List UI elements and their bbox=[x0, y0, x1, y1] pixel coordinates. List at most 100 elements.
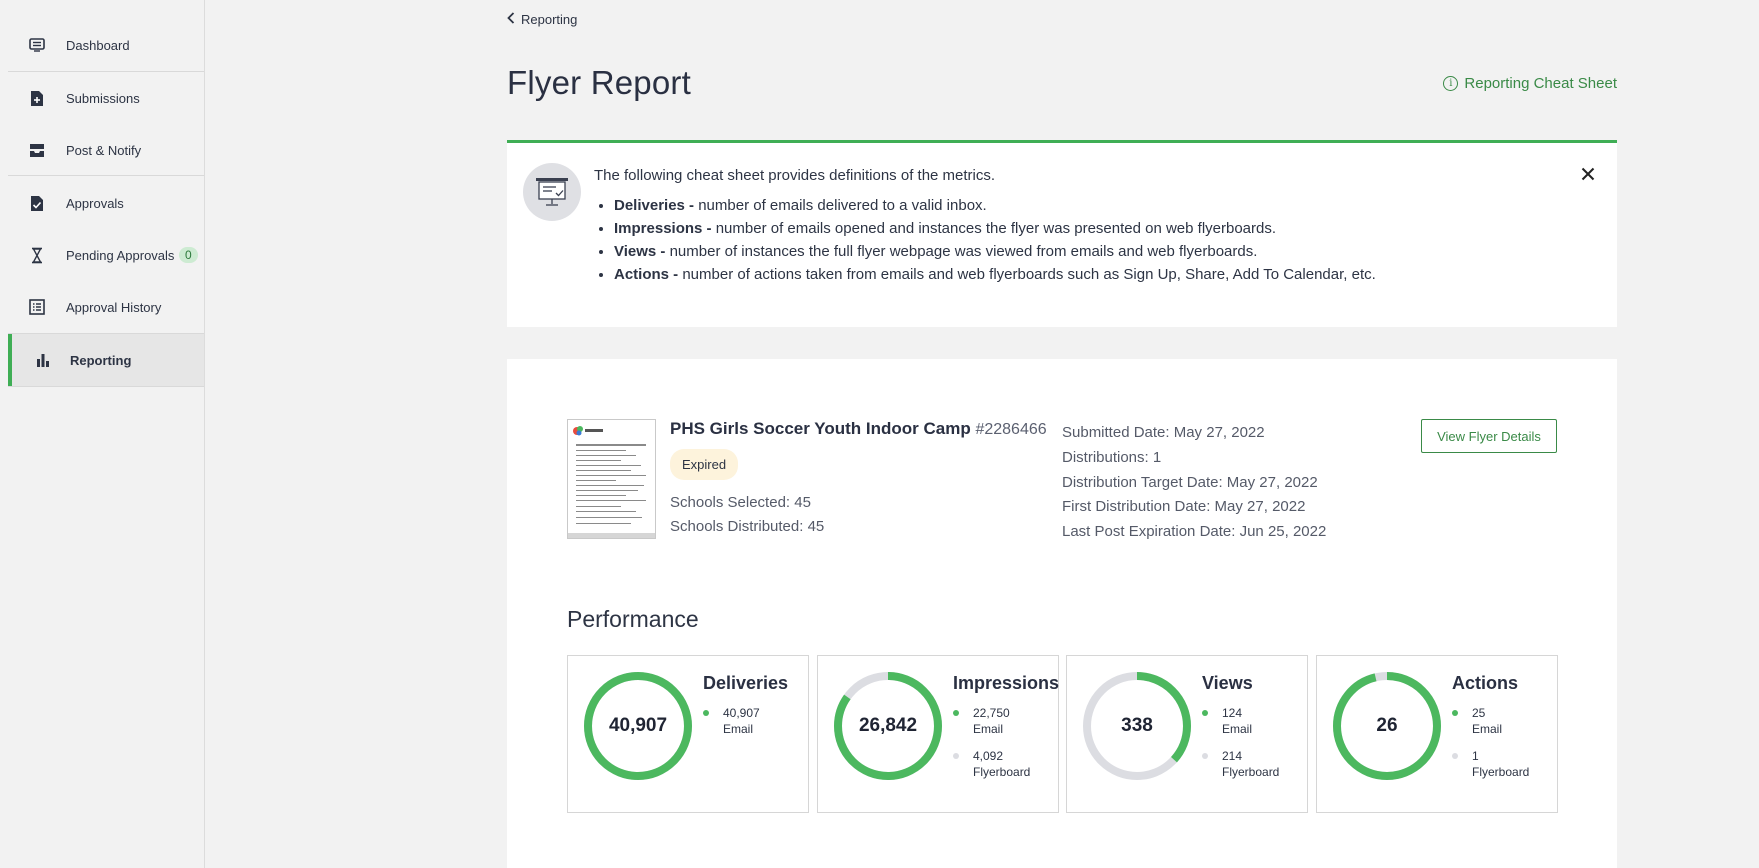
first-distribution-date: First Distribution Date: May 27, 2022 bbox=[1062, 498, 1306, 515]
views-donut-chart bbox=[1083, 672, 1191, 780]
flyer-logo-icon bbox=[573, 426, 603, 436]
metric-card-impressions: 26,842 Impressions 22,750 Email 4,092 Fl… bbox=[817, 655, 1059, 813]
sidebar-item-label: Pending Approvals bbox=[66, 247, 175, 263]
metric-total: 26 bbox=[1376, 715, 1398, 736]
metric-total: 338 bbox=[1121, 715, 1153, 736]
definition-term: Views - bbox=[614, 243, 666, 260]
metric-card-views: 338 Views 124 Email 214 Flyerboard bbox=[1066, 655, 1308, 813]
sidebar-item-dashboard[interactable]: Dashboard bbox=[8, 20, 204, 70]
flyer-id: #2286466 bbox=[975, 421, 1047, 438]
metric-total: 40,907 bbox=[608, 715, 668, 736]
definition-text: number of emails delivered to a valid in… bbox=[694, 197, 987, 214]
legend-value: 1 bbox=[1472, 749, 1479, 763]
pending-count-badge: 0 bbox=[179, 247, 198, 263]
sidebar-item-approvals[interactable]: Approvals bbox=[8, 178, 204, 228]
dashboard-icon bbox=[28, 36, 46, 54]
donut-email-arc bbox=[584, 672, 692, 780]
performance-title: Performance bbox=[567, 606, 699, 632]
sidebar-item-label: Reporting bbox=[70, 352, 132, 368]
definition-text: number of instances the full flyer webpa… bbox=[665, 243, 1258, 260]
flyer-report-card: PHS Girls Soccer Youth Indoor Camp #2286… bbox=[507, 359, 1617, 868]
info-icon: i bbox=[1443, 76, 1459, 91]
legend-flyerboard: 4,092 Flyerboard bbox=[953, 748, 1030, 780]
actions-donut-chart bbox=[1333, 672, 1441, 780]
schools-distributed: Schools Distributed: 45 bbox=[670, 518, 825, 535]
bar-chart-icon bbox=[34, 351, 52, 369]
metric-name: Impressions bbox=[953, 673, 1060, 693]
legend-value: 4,092 bbox=[973, 749, 1004, 763]
metric-card-deliveries: 40,907 Deliveries 40,907 Email bbox=[567, 655, 809, 813]
legend-email: 22,750 Email bbox=[953, 705, 1010, 737]
breadcrumb[interactable]: Reporting bbox=[507, 12, 577, 27]
distributions-count: Distributions: 1 bbox=[1062, 449, 1162, 466]
metric-total: 26,842 bbox=[858, 715, 918, 736]
deliveries-donut-chart bbox=[584, 672, 692, 780]
sidebar-item-label: Dashboard bbox=[66, 37, 130, 53]
page-title: Flyer Report bbox=[507, 64, 691, 101]
sidebar-item-label: Submissions bbox=[66, 90, 140, 106]
definition-deliveries: Deliveries - number of emails delivered … bbox=[614, 194, 1376, 217]
legend-value: 214 bbox=[1222, 749, 1243, 763]
legend-label: Email bbox=[1472, 722, 1503, 736]
file-plus-icon bbox=[28, 89, 46, 107]
donut-email-arc bbox=[1333, 672, 1441, 780]
sidebar: Dashboard Submissions Post & Notify Appr… bbox=[0, 0, 205, 868]
flyer-name: PHS Girls Soccer Youth Indoor Camp bbox=[670, 419, 971, 438]
definition-text: number of emails opened and instances th… bbox=[711, 220, 1277, 237]
list-icon bbox=[28, 298, 46, 316]
legend-label: Email bbox=[973, 722, 1004, 736]
cheat-sheet-intro: The following cheat sheet provides defin… bbox=[594, 167, 996, 184]
legend-value: 25 bbox=[1472, 706, 1486, 720]
definition-term: Deliveries - bbox=[614, 197, 695, 214]
legend-dot bbox=[1202, 710, 1208, 716]
presentation-icon bbox=[523, 163, 581, 221]
sidebar-item-reporting[interactable]: Reporting bbox=[8, 334, 204, 386]
metric-definitions-list: Deliveries - number of emails delivered … bbox=[614, 194, 1376, 286]
sidebar-item-post-notify[interactable]: Post & Notify bbox=[8, 125, 204, 175]
reporting-cheat-sheet-link[interactable]: i Reporting Cheat Sheet bbox=[1443, 75, 1617, 92]
donut-email-arc bbox=[834, 672, 942, 780]
flyer-thumbnail[interactable] bbox=[567, 419, 656, 539]
legend-value: 22,750 bbox=[973, 706, 1010, 720]
sidebar-divider bbox=[8, 333, 204, 334]
last-post-expiration-date: Last Post Expiration Date: Jun 25, 2022 bbox=[1062, 523, 1327, 540]
status-badge: Expired bbox=[670, 449, 739, 480]
hourglass-icon bbox=[28, 246, 46, 264]
definition-text: number of actions taken from emails and … bbox=[678, 266, 1376, 283]
sidebar-item-approval-history[interactable]: Approval History bbox=[8, 282, 204, 332]
sidebar-item-label: Approval History bbox=[66, 299, 162, 315]
legend-dot bbox=[1202, 753, 1208, 759]
impressions-donut-chart bbox=[834, 672, 942, 780]
legend-label: Email bbox=[1222, 722, 1253, 736]
legend-flyerboard: 1 Flyerboard bbox=[1452, 748, 1529, 780]
metric-name: Views bbox=[1202, 673, 1253, 693]
legend-label: Flyerboard bbox=[1472, 765, 1530, 779]
cheat-sheet-panel: The following cheat sheet provides defin… bbox=[507, 140, 1617, 327]
metric-name: Deliveries bbox=[703, 673, 789, 693]
chevron-left-icon bbox=[507, 12, 515, 27]
sidebar-item-pending-approvals[interactable]: Pending Approvals 0 bbox=[8, 230, 204, 280]
breadcrumb-label: Reporting bbox=[521, 12, 578, 27]
sidebar-divider bbox=[8, 71, 204, 72]
definition-term: Actions - bbox=[614, 266, 679, 283]
donut-email-arc bbox=[1083, 672, 1191, 780]
metric-card-actions: 26 Actions 25 Email 1 Flyerboard bbox=[1316, 655, 1558, 813]
definition-impressions: Impressions - number of emails opened an… bbox=[614, 217, 1376, 240]
legend-dot bbox=[1452, 710, 1458, 716]
inbox-icon bbox=[28, 141, 46, 159]
legend-flyerboard: 214 Flyerboard bbox=[1202, 748, 1279, 780]
legend-value: 124 bbox=[1222, 706, 1243, 720]
legend-email: 124 Email bbox=[1202, 705, 1252, 737]
sidebar-item-label: Post & Notify bbox=[66, 142, 142, 158]
close-icon[interactable] bbox=[1581, 161, 1595, 187]
legend-email: 40,907 Email bbox=[703, 705, 760, 737]
flyer-title: PHS Girls Soccer Youth Indoor Camp #2286… bbox=[670, 419, 1047, 439]
definition-actions: Actions - number of actions taken from e… bbox=[614, 263, 1376, 286]
definition-term: Impressions - bbox=[614, 220, 712, 237]
sidebar-item-label: Approvals bbox=[66, 195, 124, 211]
file-check-icon bbox=[28, 194, 46, 212]
sidebar-item-submissions[interactable]: Submissions bbox=[8, 73, 204, 123]
view-flyer-details-button[interactable]: View Flyer Details bbox=[1421, 419, 1557, 453]
legend-dot bbox=[953, 753, 959, 759]
distribution-target-date: Distribution Target Date: May 27, 2022 bbox=[1062, 474, 1318, 491]
